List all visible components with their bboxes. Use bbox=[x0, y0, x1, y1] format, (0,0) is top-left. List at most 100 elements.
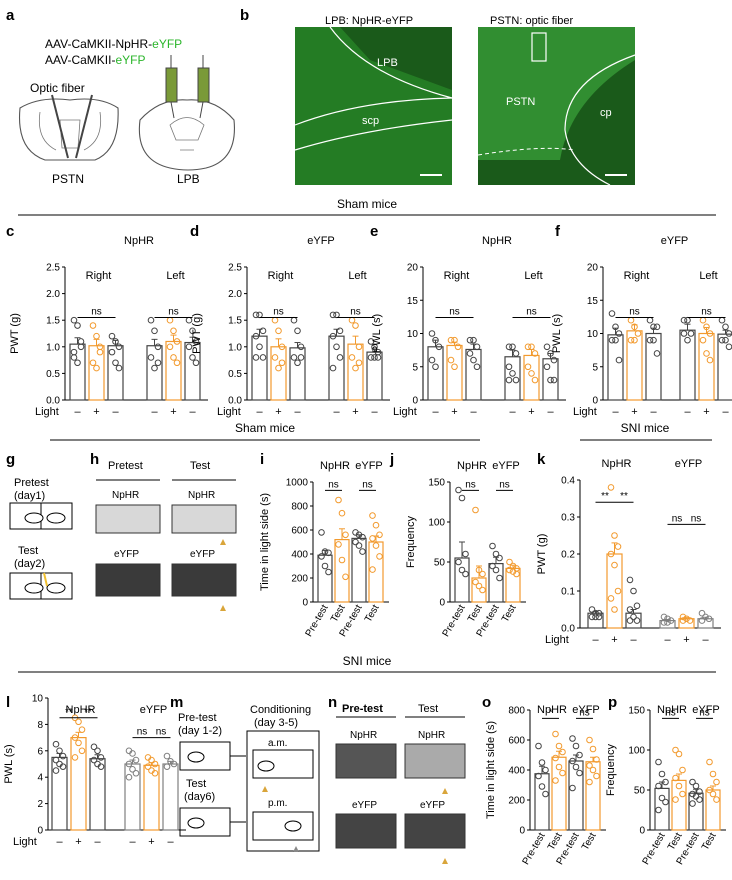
data-point-o-0 bbox=[538, 783, 546, 790]
data-point-e-0-0 bbox=[428, 356, 436, 364]
y-tick-label-o: 400 bbox=[508, 766, 525, 777]
m-pretest-label: Pre-test bbox=[178, 712, 217, 724]
y-tick-label-f: 0 bbox=[592, 396, 598, 407]
data-point-p-1 bbox=[672, 746, 679, 754]
data-point-l-0-0 bbox=[52, 767, 60, 774]
data-point-l-0-0 bbox=[59, 752, 67, 760]
data-point-o-2 bbox=[569, 757, 576, 765]
data-point-f-0-1 bbox=[634, 330, 642, 337]
panel-a: AAV-CaMKII-NpHR-eYFP AAV-CaMKII-eYFP Opt… bbox=[18, 37, 235, 186]
data-point-k-1-2 bbox=[698, 617, 706, 624]
y-tick-label-l: 2 bbox=[37, 799, 43, 810]
data-point-o-2 bbox=[576, 769, 583, 777]
group-label-d: Right bbox=[268, 270, 294, 282]
bar-p-3 bbox=[705, 789, 721, 831]
data-point-p-1 bbox=[679, 790, 686, 798]
data-point-f-1-1 bbox=[703, 323, 710, 331]
data-point-j-2 bbox=[496, 554, 503, 562]
data-point-o-0 bbox=[542, 766, 549, 774]
data-point-d-0-1 bbox=[275, 364, 282, 372]
data-point-f-0-2 bbox=[653, 323, 661, 331]
cp-region-label: cp bbox=[600, 107, 612, 119]
data-point-f-1-2 bbox=[718, 336, 726, 344]
y-tick-label-d: 2.5 bbox=[228, 263, 242, 274]
bar-o-3 bbox=[585, 761, 601, 831]
y-tick-label-k: 0.1 bbox=[561, 587, 575, 598]
data-point-o-3 bbox=[586, 778, 593, 786]
data-point-l-1-0 bbox=[129, 765, 136, 773]
group-label-c: Right bbox=[86, 270, 112, 282]
group-label-i: NpHR bbox=[320, 460, 350, 472]
group-label-d: Left bbox=[348, 270, 366, 282]
data-point-p-3 bbox=[713, 796, 720, 803]
data-point-c-0-0 bbox=[70, 348, 78, 356]
bar-d-1-0 bbox=[328, 335, 345, 401]
data-point-o-2 bbox=[572, 763, 580, 771]
syringe-left bbox=[165, 67, 178, 103]
data-point-o-1 bbox=[559, 748, 566, 756]
data-point-l-1-1 bbox=[148, 756, 155, 764]
panel-n: Pre-test Test NpHR NpHR eYFP eYFP bbox=[335, 703, 466, 864]
light-mark-d: + bbox=[275, 406, 281, 418]
data-point-f-0-0 bbox=[608, 336, 616, 344]
virus-label-npHR: AAV-CaMKII-NpHR-eYFP bbox=[45, 37, 182, 51]
data-point-e-0-0 bbox=[432, 363, 439, 371]
data-point-o-1 bbox=[555, 763, 563, 771]
y-tick-label-l: 8 bbox=[37, 720, 43, 731]
data-point-l-0-1 bbox=[78, 747, 86, 755]
data-point-d-1-0 bbox=[333, 343, 340, 351]
light-label-c: Light bbox=[35, 406, 59, 418]
data-point-e-1-0 bbox=[505, 376, 513, 384]
data-point-f-1-2 bbox=[722, 336, 729, 344]
light-mark-d: + bbox=[352, 406, 358, 418]
light-mark-l: – bbox=[167, 836, 174, 848]
data-point-k-1-0 bbox=[664, 615, 671, 623]
chart-title-e: NpHR bbox=[482, 235, 512, 247]
y-tick-label-k: 0.3 bbox=[561, 513, 575, 524]
data-point-d-1-1 bbox=[355, 343, 363, 351]
data-point-e-0-1 bbox=[451, 363, 458, 371]
data-point-i-3 bbox=[369, 566, 376, 573]
sig-label-p: ns bbox=[699, 707, 710, 718]
m-day12-label: (day 1-2) bbox=[178, 725, 222, 737]
n-track-npHR-test bbox=[404, 743, 466, 779]
data-point-k-0-2 bbox=[626, 606, 634, 613]
data-point-f-0-1 bbox=[627, 316, 635, 324]
data-point-i-3 bbox=[376, 531, 383, 539]
sig-label-i: ns bbox=[328, 479, 339, 490]
data-point-i-3 bbox=[369, 535, 376, 542]
bar-f-0-0 bbox=[607, 334, 624, 401]
data-point-o-0 bbox=[542, 790, 549, 798]
h-light-marker-1 bbox=[220, 539, 226, 545]
lpb-boundary-3 bbox=[294, 119, 453, 151]
y-tick-label-e: 15 bbox=[407, 296, 419, 307]
y-tick-label-f: 15 bbox=[587, 296, 599, 307]
data-point-c-1-1 bbox=[166, 343, 174, 351]
data-point-e-0-0 bbox=[432, 336, 439, 344]
data-point-e-1-1 bbox=[524, 343, 532, 351]
n-track-eyfp-pretest bbox=[335, 813, 397, 849]
data-point-d-0-0 bbox=[252, 354, 260, 361]
data-point-k-1-0 bbox=[664, 619, 671, 626]
data-point-p-2 bbox=[696, 788, 703, 795]
data-point-e-1-2 bbox=[543, 363, 551, 371]
data-point-j-2 bbox=[496, 574, 503, 582]
data-point-d-1-1 bbox=[348, 316, 356, 324]
group-label-e: Left bbox=[524, 270, 542, 282]
lpb-boundary-1 bbox=[329, 26, 453, 99]
panel-letter-o: o bbox=[482, 694, 491, 711]
y-tick-label-e: 0 bbox=[412, 396, 418, 407]
data-point-k-1-0 bbox=[667, 617, 675, 624]
data-point-f-0-1 bbox=[627, 336, 635, 344]
data-point-o-3 bbox=[593, 756, 600, 763]
data-point-i-3 bbox=[372, 521, 380, 529]
data-point-o-3 bbox=[589, 766, 597, 774]
group-label-j: NpHR bbox=[457, 460, 487, 472]
light-mark-k: – bbox=[702, 634, 709, 646]
data-point-k-0-2 bbox=[630, 613, 637, 621]
n-light-marker-2 bbox=[442, 858, 448, 864]
data-point-d-1-1 bbox=[352, 364, 359, 372]
y-tick-label-l: 0 bbox=[37, 826, 43, 837]
y-tick-label-l: 6 bbox=[37, 746, 43, 757]
